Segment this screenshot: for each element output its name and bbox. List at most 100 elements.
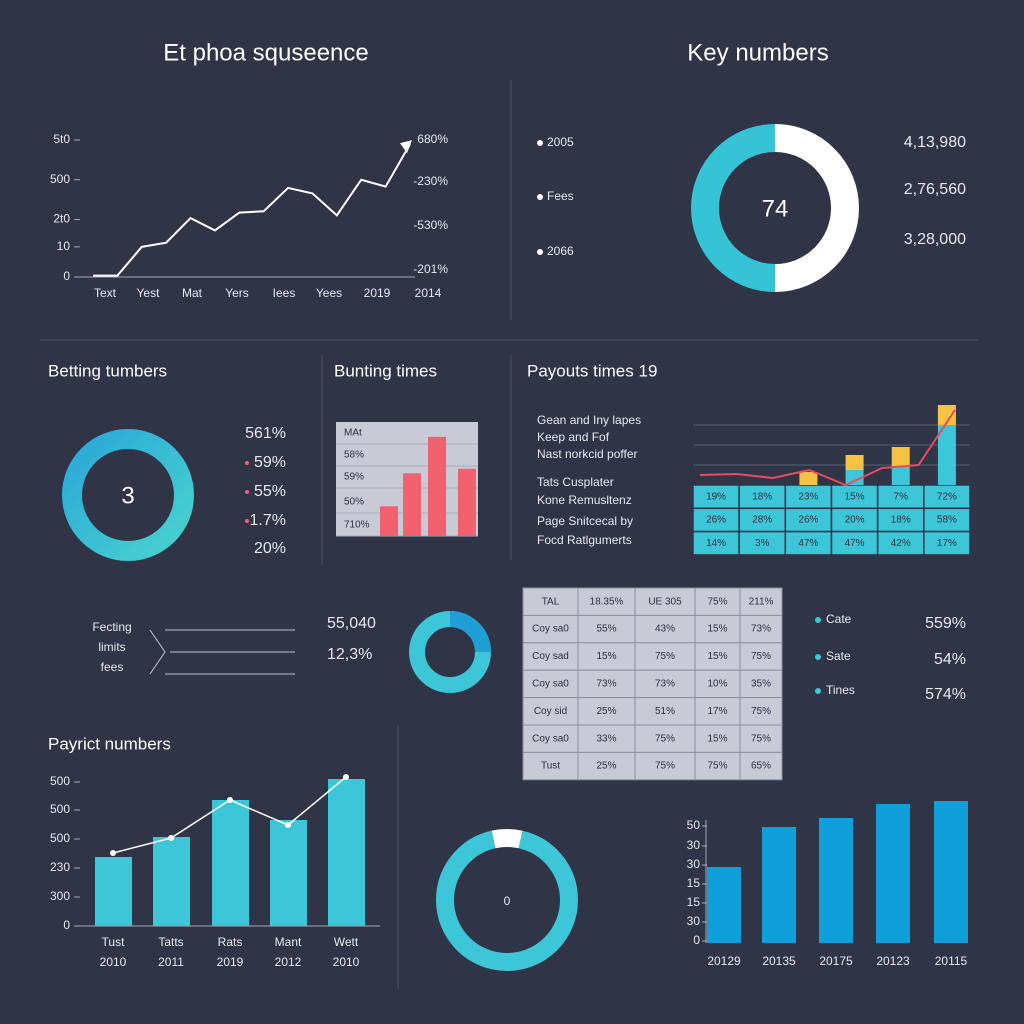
x-tick-label: Mant xyxy=(275,935,302,949)
chart-label: 58% xyxy=(344,450,364,461)
table-text: 211% xyxy=(749,596,774,607)
bar-cap xyxy=(799,472,818,485)
table-text: 75% xyxy=(655,651,675,662)
table-text: 10% xyxy=(707,679,727,690)
figure: 2,76,560 xyxy=(904,181,966,198)
table-text: 75% xyxy=(751,733,771,744)
table-cell xyxy=(739,614,783,644)
y-tick-label: 500 xyxy=(50,172,70,186)
table-cell xyxy=(522,724,579,753)
label-line: fees xyxy=(101,660,124,674)
line-point xyxy=(285,822,291,828)
legend-label: Tines xyxy=(826,683,855,697)
table-text: 73% xyxy=(596,679,616,690)
table-cell xyxy=(694,724,741,753)
x-tick-label: Tust xyxy=(102,935,126,949)
panel-title: Payouts times 19 xyxy=(527,361,657,380)
x-tick-label: 20123 xyxy=(876,954,910,968)
y-tick-label: 30 xyxy=(687,857,701,871)
bullet xyxy=(245,490,249,494)
grid-value: 20% xyxy=(845,515,865,526)
legend-value: 54% xyxy=(934,651,966,668)
table-text: Coy sid xyxy=(534,706,567,717)
donut-segment xyxy=(691,124,859,292)
y-tick-label: 30 xyxy=(687,914,701,928)
grid-value: 28% xyxy=(752,515,772,526)
table-text: 15% xyxy=(707,733,727,744)
y-tick-label: 500 xyxy=(50,831,70,845)
bar xyxy=(891,467,910,485)
right-label: -201% xyxy=(413,262,448,276)
table-text: 43% xyxy=(655,624,675,635)
y-tick-label: 30 xyxy=(687,838,701,852)
table-text: 73% xyxy=(655,679,675,690)
trend-line xyxy=(699,409,956,487)
bar xyxy=(95,857,132,926)
bar xyxy=(428,436,446,536)
donut-center: 0 xyxy=(504,894,511,908)
x-tick-label: 2012 xyxy=(275,955,302,969)
x-tick-label: 20129 xyxy=(707,954,741,968)
x-tick-label: Text xyxy=(94,286,117,300)
table-cell xyxy=(577,669,636,699)
table-text: 75% xyxy=(707,596,727,607)
table-text: Coy sa0 xyxy=(532,733,569,744)
table-text: 15% xyxy=(596,651,616,662)
x-tick-label: 2010 xyxy=(333,955,360,969)
legend-dot xyxy=(537,194,543,200)
donut-ring xyxy=(62,429,194,561)
table-text: 51% xyxy=(655,706,675,717)
x-tick-label: 2010 xyxy=(100,955,127,969)
y-tick-label: 500 xyxy=(50,774,70,788)
x-tick-label: 2011 xyxy=(158,955,184,969)
table-text: 35% xyxy=(751,679,771,690)
grid-value: 58% xyxy=(937,515,957,526)
table-text: 15% xyxy=(707,624,727,635)
line xyxy=(93,143,411,277)
note: Tats Cusplater xyxy=(537,475,614,489)
table-text: 75% xyxy=(751,706,771,717)
donut-ring xyxy=(449,611,491,653)
table-cell xyxy=(577,697,636,726)
line-point xyxy=(343,774,349,780)
x-tick-label: 2014 xyxy=(415,286,442,300)
legend-dot xyxy=(815,617,821,623)
panel-title: Key numbers xyxy=(687,39,828,66)
table-text: TAL xyxy=(542,596,560,607)
note: Focd Ratlgumerts xyxy=(537,533,632,547)
grid-value: 26% xyxy=(706,515,726,526)
x-tick-label: Iees xyxy=(273,286,296,300)
x-tick-label: 2019 xyxy=(217,955,244,969)
grid-value: 15% xyxy=(845,491,865,502)
y-tick-label: 0 xyxy=(63,269,70,283)
table-text: 75% xyxy=(751,651,771,662)
bar xyxy=(270,820,307,926)
grid-value: 23% xyxy=(798,491,818,502)
panel-title: Betting tumbers xyxy=(48,361,167,380)
table-cell xyxy=(522,587,579,616)
legend-dot xyxy=(537,249,543,255)
line-point xyxy=(168,835,174,841)
right-label: -530% xyxy=(413,218,448,232)
chart-label: MAt xyxy=(344,428,362,439)
chart-label: 50% xyxy=(344,497,364,508)
x-tick-label: 20175 xyxy=(819,954,853,968)
table-text: 17% xyxy=(707,706,727,717)
note: Page Snitcecal by xyxy=(537,514,633,528)
stat-label: 20% xyxy=(254,540,286,557)
table-cell xyxy=(694,751,741,781)
y-tick-label: 230 xyxy=(50,860,70,874)
bar xyxy=(937,425,956,485)
table-cell xyxy=(739,751,783,781)
table-cell xyxy=(577,724,636,753)
bullet xyxy=(245,461,249,465)
table-cell xyxy=(522,751,579,781)
note: Nast norkcid poffer xyxy=(537,447,638,461)
grid-value: 72% xyxy=(937,491,957,502)
figure: 12,3% xyxy=(327,646,372,663)
table-text: 75% xyxy=(655,733,675,744)
legend-value: 559% xyxy=(925,615,966,632)
y-tick-label: 15 xyxy=(687,895,701,909)
table-text: 15% xyxy=(707,651,727,662)
bullet xyxy=(245,519,249,523)
